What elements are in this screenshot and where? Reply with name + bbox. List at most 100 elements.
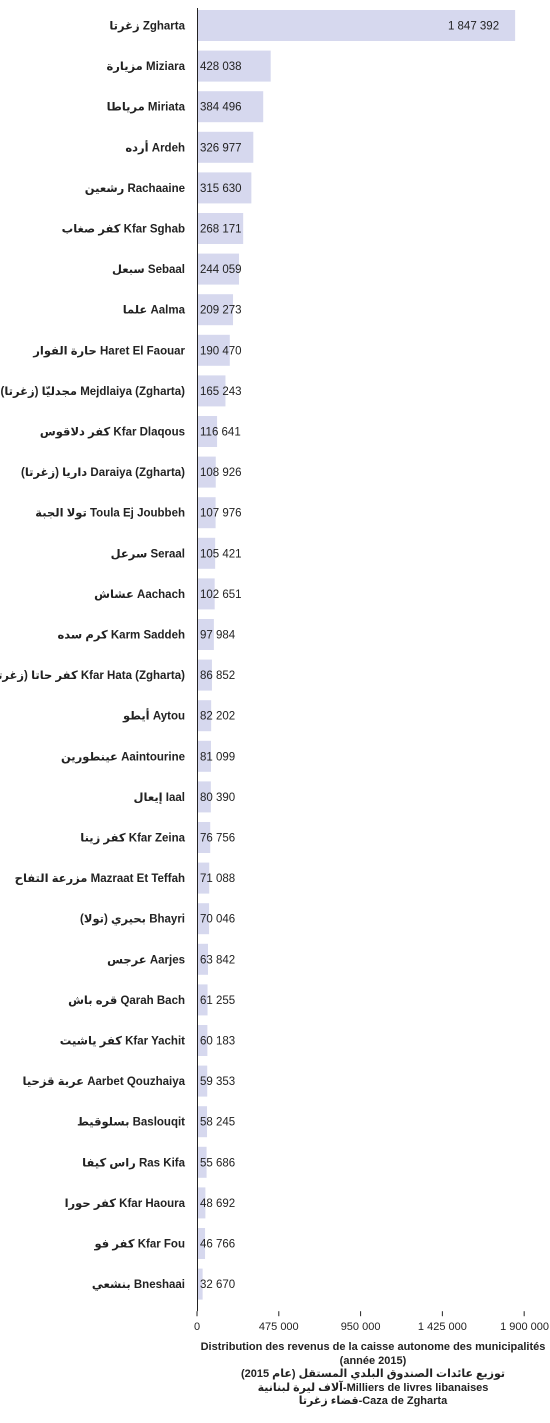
category-label: مزرعة التفاح Mazraat Et Teffah [15, 873, 185, 885]
category-label: رشعين Rachaaine [85, 183, 185, 195]
value-label: 108 926 [200, 467, 242, 479]
value-label: 1 847 392 [448, 21, 499, 33]
category-label: كفر ياشيت Kfar Yachit [60, 1036, 185, 1048]
value-label: 244 059 [200, 264, 242, 276]
value-label: 105 421 [200, 548, 242, 560]
bar [197, 334, 230, 366]
category-label: عربة قزحيا Aarbet Qouzhaiya [23, 1076, 186, 1088]
value-label: 48 692 [200, 1198, 235, 1210]
category-label: راس كيفا Ras Kifa [82, 1157, 185, 1169]
category-label: علما Aalma [123, 305, 186, 317]
bar-chart: زغرتا Zgharta 1 847 392 مزيارة Miziara 428 … [0, 8, 549, 1333]
bar [197, 822, 211, 853]
bar [197, 537, 216, 569]
category-label: كفر فو Kfar Fou [93, 1239, 185, 1252]
category-label: أيطو Aytou [122, 708, 185, 724]
x-tick-label: 1 900 000 [500, 1321, 549, 1333]
category-label: سرعل Seraal [111, 548, 185, 560]
value-label: 268 171 [200, 224, 242, 236]
bar [197, 253, 240, 285]
value-label: 86 852 [200, 670, 235, 682]
category-label: مرياطا Miriata [107, 102, 186, 114]
value-label: 315 630 [200, 183, 242, 195]
value-label: 71 088 [200, 873, 235, 885]
category-label: كرم سده Karm Saddeh [57, 630, 185, 642]
bar [197, 943, 208, 975]
bar [197, 1187, 206, 1219]
category-label: تولا الجبة Toula Ej Joubbeh [35, 508, 185, 521]
bar [197, 578, 215, 610]
x-tick-label: 0 [194, 1321, 200, 1333]
bar [197, 416, 218, 447]
value-label: 58 245 [200, 1117, 235, 1129]
x-tick-label: 475 000 [259, 1321, 299, 1333]
bar [197, 456, 216, 488]
category-label: عرجس Aarjes [107, 954, 185, 966]
value-label: 81 099 [200, 751, 235, 763]
bar [197, 659, 212, 691]
category-label: سبعل Sebaal [112, 264, 185, 276]
category-label: قره باش Qarah Bach [68, 995, 185, 1007]
value-label: 60 183 [200, 1036, 235, 1048]
bar [197, 10, 516, 41]
x-tick-label: 1 425 000 [418, 1321, 467, 1333]
value-label: 190 470 [200, 345, 242, 357]
caption-line-french: Distribution des revenus de la caisse au… [200, 1341, 546, 1367]
caption-line-arabic: توزيع عائدات الصندوق البلدي المستقل (عام… [240, 1368, 506, 1381]
bar [197, 50, 271, 82]
category-label: أرده Ardeh [125, 139, 185, 154]
value-label: 97 984 [200, 630, 236, 642]
bar [197, 1065, 208, 1097]
bar [197, 1025, 208, 1056]
value-label: 428 038 [200, 61, 242, 73]
caption-line-units: آلاف ليرة لبنانية-Milliers de livres lib… [257, 1381, 489, 1394]
bar [197, 1146, 207, 1178]
bar [197, 91, 264, 123]
value-label: 55 686 [200, 1157, 235, 1169]
caption-line-caza: قضاء زغرتا-Caza de Zgharta [298, 1395, 448, 1408]
bar [197, 172, 252, 204]
bar [197, 781, 211, 813]
category-label: بحيري (تولا) Bhayri [80, 914, 185, 927]
category-label: كفر زينا Kfar Zeina [80, 833, 185, 845]
value-label: 63 842 [200, 954, 235, 966]
category-label: مزيارة Miziara [106, 61, 185, 73]
value-label: 326 977 [200, 142, 242, 154]
x-tick-label: 950 000 [341, 1321, 381, 1333]
value-label: 209 273 [200, 305, 242, 317]
category-label: زغرتا Zgharta [109, 21, 185, 33]
bar [197, 903, 210, 935]
bar [197, 375, 226, 407]
value-label: 61 255 [200, 995, 235, 1007]
category-label: بنشعي Bneshaai [92, 1279, 185, 1291]
bar [197, 497, 216, 529]
bar [197, 862, 210, 894]
value-label: 107 976 [200, 508, 242, 520]
bar [197, 1228, 206, 1259]
bar [197, 131, 254, 163]
category-label: إيعال Iaal [134, 792, 185, 804]
chart-caption: Distribution des revenus de la caisse au… [197, 1341, 549, 1409]
category-label: داريا (زغرتا) Daraiya (Zgharta) [21, 467, 185, 479]
bar [197, 700, 212, 732]
bar [197, 1268, 203, 1300]
category-label: كفر صغاب Kfar Sghab [62, 224, 185, 236]
value-label: 102 651 [200, 589, 242, 601]
value-label: 46 766 [200, 1239, 235, 1251]
category-label: كفر حورا Kfar Haoura [65, 1198, 186, 1211]
value-label: 82 202 [200, 711, 235, 723]
category-label: كفر حاتا (زغرتا) Kfar Hata (Zgharta) [0, 670, 185, 682]
value-label: 384 496 [200, 102, 242, 114]
value-label: 59 353 [200, 1076, 235, 1088]
value-label: 70 046 [200, 914, 235, 926]
category-label: بسلوقيط Baslouqit [77, 1117, 185, 1130]
bar [197, 984, 208, 1016]
bar [197, 213, 244, 244]
category-label: عشاش Aachach [94, 589, 185, 601]
value-label: 32 670 [200, 1279, 235, 1291]
bar [197, 619, 214, 650]
bar [197, 294, 234, 326]
bar [197, 1106, 208, 1138]
value-label: 165 243 [200, 386, 242, 398]
category-label: عينطورين Aaintourine [61, 751, 185, 764]
